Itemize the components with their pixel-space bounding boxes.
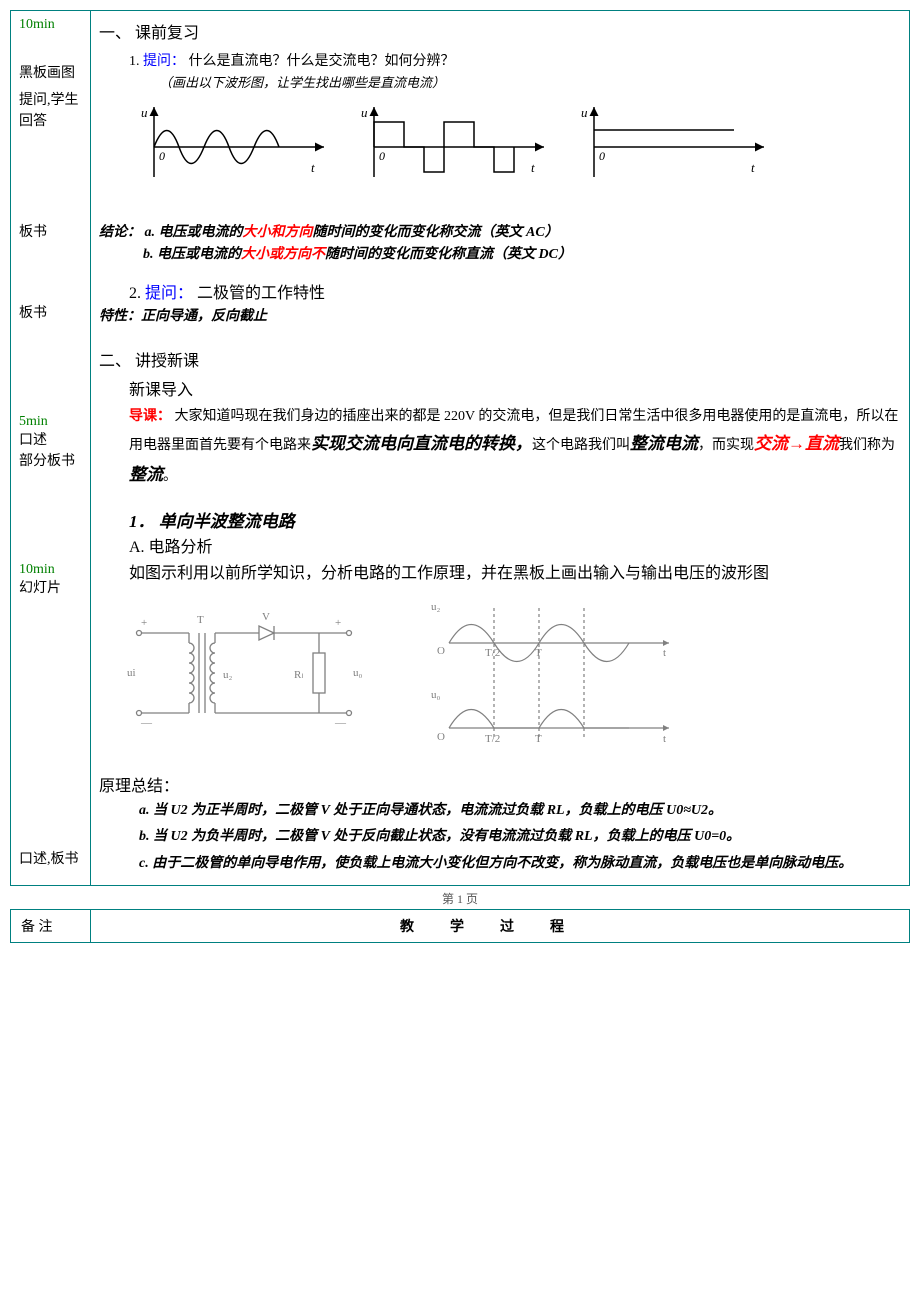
lead-label: 导课： <box>129 409 171 424</box>
circ-plus-r: + <box>335 617 341 629</box>
sec3-desc: 如图示利用以前所学知识，分析电路的工作原理，并在黑板上画出输入与输出电压的波形图 <box>99 561 901 587</box>
sidenote-board-1: 板书 <box>19 222 82 243</box>
q2-line: 2. 提问： 二极管的工作特性 <box>99 281 901 307</box>
q1-prompt: 提问： <box>143 54 185 69</box>
waveform-row: u 0 t u 0 t u 0 t <box>99 102 901 192</box>
principle-list: a. 当 U2 为正半周时，二极管 V 处于正向导通状态，电流流过负载 RL，负… <box>99 800 901 875</box>
concl-label: 结论： <box>99 225 141 240</box>
circ-minus-r: — <box>334 717 347 729</box>
wave-u-1: u <box>141 105 148 120</box>
circ-minus-l: — <box>140 717 153 729</box>
ow-t2: t <box>663 733 666 745</box>
figure-row: + — ui T u₂ V Rₗ + — u₀ <box>119 598 901 758</box>
lead-g: 我们称为 <box>839 438 895 453</box>
waveform-sine: u 0 t <box>129 102 329 192</box>
ow-u2: u₂ <box>431 601 441 613</box>
principle-a: a. 当 U2 为正半周时，二极管 V 处于正向导通状态，电流流过负载 RL，负… <box>139 800 901 822</box>
circ-u2: u₂ <box>223 669 233 681</box>
circ-V: V <box>262 611 270 623</box>
sec3-h1: 1． 单向半波整流电路 <box>99 508 901 535</box>
time-1: 10min <box>19 17 82 33</box>
principle-b: b. 当 U2 为负半周时，二极管 V 处于反向截止状态，没有电流流过负载 RL… <box>139 826 901 848</box>
sidenote-oral-board: 口述,板书 <box>19 849 82 870</box>
principle-c: c. 由于二极管的单向导电作用，使负载上电流大小变化但方向不改变，称为脉动直流，… <box>139 853 901 875</box>
sidenote-slides: 幻灯片 <box>19 578 82 599</box>
footer-side: 备 注 <box>11 910 91 943</box>
principle-title: 原理总结： <box>99 774 901 800</box>
footer-title-cell: 教学过程 <box>91 910 910 943</box>
lead-d: 整流电流 <box>630 434 698 453</box>
wave-0-1: 0 <box>159 149 165 163</box>
sidenote-board-2: 板书 <box>19 303 82 324</box>
q2-answer: 特性：正向导通，反向截止 <box>99 306 901 328</box>
waveform-dc: u 0 t <box>569 102 769 192</box>
lead-i: 。 <box>163 469 177 484</box>
sec3-hA: A. 电路分析 <box>99 535 901 561</box>
sidenote-qna: 提问,学生回答 <box>19 90 82 132</box>
wave-u-3: u <box>581 105 588 120</box>
q2-text: 二极管的工作特性 <box>197 285 325 302</box>
footer-table: 备 注 教学过程 <box>10 909 910 943</box>
wave-t-1: t <box>311 160 315 175</box>
circ-plus-l: + <box>141 617 147 629</box>
lead-f: 交流→直流 <box>754 434 839 453</box>
circ-T: T <box>197 614 204 626</box>
sidebar-cell: 10min 黑板画图 提问,学生回答 板书 板书 5min 口述 部分板书 10… <box>11 11 91 886</box>
lead-b: 实现交流电向直流电的转换， <box>311 434 532 453</box>
ow-Tb: T <box>535 733 542 745</box>
waveform-square: u 0 t <box>349 102 549 192</box>
wave-t-2: t <box>531 160 535 175</box>
concl-b-post: 随时间的变化而变化称直流（英文 DC） <box>325 247 572 262</box>
time-3: 10min <box>19 562 55 577</box>
ow-T2b: T/2 <box>485 733 500 745</box>
ow-O1: O <box>437 645 445 657</box>
sidenote-partial-board: 部分板书 <box>19 451 82 472</box>
lead-c: 这个电路我们叫 <box>532 438 630 453</box>
wave-t-3: t <box>751 160 755 175</box>
circ-u0: u₀ <box>353 667 363 679</box>
ow-Ta: T <box>535 647 542 659</box>
circuit-diagram: + — ui T u₂ V Rₗ + — u₀ <box>119 598 369 748</box>
output-waveforms: u₂ O T/2 T t u₀ O T/2 T t <box>419 598 679 758</box>
main-table: 10min 黑板画图 提问,学生回答 板书 板书 5min 口述 部分板书 10… <box>10 10 910 886</box>
circ-ui: ui <box>127 667 136 679</box>
page: 10min 黑板画图 提问,学生回答 板书 板书 5min 口述 部分板书 10… <box>10 10 910 943</box>
concl-a-pre: a. 电压或电流的 <box>145 225 243 240</box>
section2-heading: 二、 讲授新课 <box>99 349 901 375</box>
concl-a-post: 随时间的变化而变化称交流（英文 AC） <box>313 225 559 240</box>
lead-e: ，而实现 <box>698 438 754 453</box>
ow-t1: t <box>663 647 666 659</box>
section1-heading: 一、 课前复习 <box>99 21 901 47</box>
sidenote-oral: 口述 <box>19 430 82 451</box>
section2-sub: 新课导入 <box>99 378 901 404</box>
lead-paragraph: 导课： 大家知道吗现在我们身边的插座出来的都是 220V 的交流电，但是我们日常… <box>99 404 901 490</box>
circ-RL: Rₗ <box>294 669 303 681</box>
content-cell: 一、 课前复习 1. 提问： 什么是直流电？什么是交流电？如何分辨？ （画出以下… <box>91 11 910 886</box>
wave-u-2: u <box>361 105 368 120</box>
wave-0-3: 0 <box>599 149 605 163</box>
time-2: 5min <box>19 414 48 429</box>
q1-line: 1. 提问： 什么是直流电？什么是交流电？如何分辨？ <box>99 51 901 73</box>
concl-b-pre: b. 电压或电流的 <box>143 247 241 262</box>
lead-h: 整流 <box>129 465 163 484</box>
concl-b-red: 大小或方向不 <box>241 247 325 262</box>
sidenote-board-draw: 黑板画图 <box>19 63 82 84</box>
q1-text: 什么是直流电？什么是交流电？如何分辨？ <box>189 54 455 69</box>
concl-a-red: 大小和方向 <box>243 225 313 240</box>
q2-prompt: 提问： <box>145 285 193 302</box>
conclusion-block: 结论： a. 电压或电流的大小和方向随时间的变化而变化称交流（英文 AC） b.… <box>99 222 901 267</box>
page-number: 第 1 页 <box>10 890 910 907</box>
q1-label: 1. <box>129 54 143 69</box>
footer-title: 教学过程 <box>101 916 899 936</box>
q1-note: （画出以下波形图，让学生找出哪些是直流电流） <box>99 73 901 94</box>
ow-T2a: T/2 <box>485 647 500 659</box>
q2-label: 2. <box>129 285 145 302</box>
ow-u0: u₀ <box>431 689 441 701</box>
ow-O2: O <box>437 731 445 743</box>
wave-0-2: 0 <box>379 149 385 163</box>
